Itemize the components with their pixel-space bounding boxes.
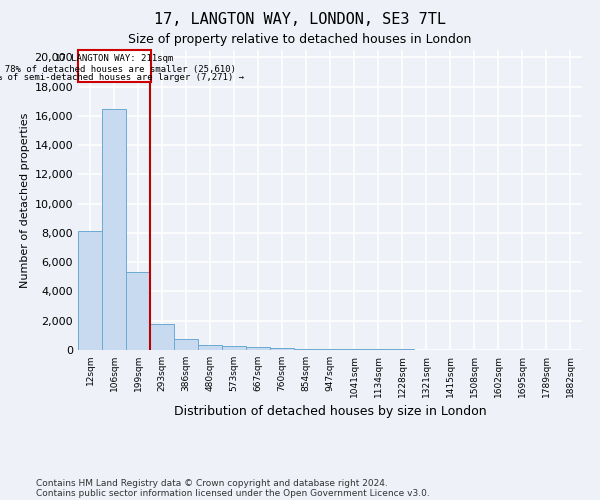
Bar [150,324,174,350]
FancyBboxPatch shape [78,50,151,82]
Bar [222,346,246,350]
Bar [294,348,318,350]
Y-axis label: Number of detached properties: Number of detached properties [20,112,31,288]
Bar [78,232,102,350]
Bar [342,349,366,350]
Text: 22% of semi-detached houses are larger (7,271) →: 22% of semi-detached houses are larger (… [0,74,244,82]
Bar [318,349,342,350]
Bar [126,272,150,350]
Text: Contains HM Land Registry data © Crown copyright and database right 2024.: Contains HM Land Registry data © Crown c… [36,478,388,488]
Bar [198,345,222,350]
Bar [102,108,126,350]
Text: 17, LANGTON WAY, LONDON, SE3 7TL: 17, LANGTON WAY, LONDON, SE3 7TL [154,12,446,28]
X-axis label: Distribution of detached houses by size in London: Distribution of detached houses by size … [173,406,487,418]
Text: Contains public sector information licensed under the Open Government Licence v3: Contains public sector information licen… [36,488,430,498]
Bar [174,339,198,350]
Text: Size of property relative to detached houses in London: Size of property relative to detached ho… [128,32,472,46]
Text: ← 78% of detached houses are smaller (25,610): ← 78% of detached houses are smaller (25… [0,64,236,74]
Bar [270,348,294,350]
Bar [246,348,270,350]
Text: 17 LANGTON WAY: 211sqm: 17 LANGTON WAY: 211sqm [55,54,174,62]
